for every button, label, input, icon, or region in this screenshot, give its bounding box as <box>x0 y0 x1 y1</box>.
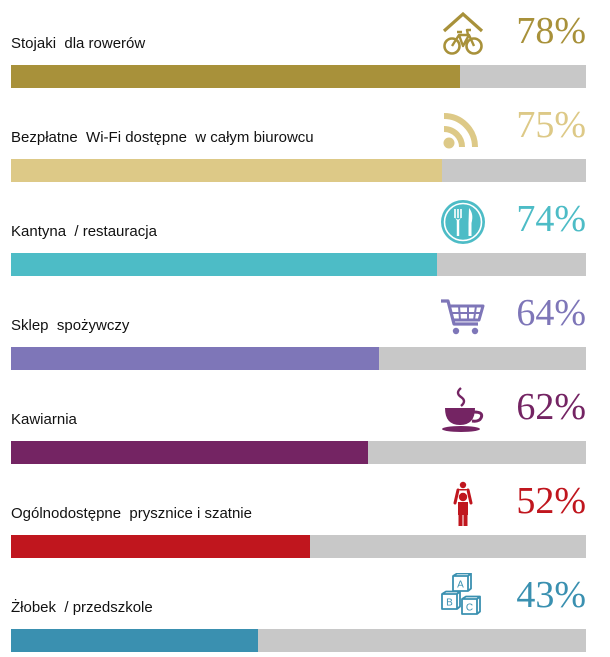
bar-track <box>11 535 586 558</box>
value-label: 43% <box>516 574 586 616</box>
bar-track <box>11 65 586 88</box>
category-label: Stojaki dla rowerów <box>11 35 146 52</box>
value-label: 62% <box>516 386 586 428</box>
chart-row: Kantyna / restauracja 74% <box>0 189 610 281</box>
category-label: Kawiarnia <box>11 411 77 428</box>
category-label: Ogólnodostępne prysznice i szatnie <box>11 505 252 522</box>
bar-track <box>11 441 586 464</box>
bar-track <box>11 253 586 276</box>
chart-row: Kawiarnia 62% <box>0 377 610 469</box>
bar-track <box>11 347 586 370</box>
svg-text:A: A <box>457 580 464 591</box>
category-label: Bezpłatne Wi-Fi dostępne w całym biurowc… <box>11 129 314 146</box>
value-label: 52% <box>516 480 586 522</box>
shopping-cart-icon <box>438 291 488 341</box>
fork-knife-icon <box>438 197 488 247</box>
bar <box>11 65 460 88</box>
category-label: Sklep spożywczy <box>11 317 130 334</box>
bar <box>11 441 368 464</box>
bar <box>11 253 437 276</box>
bar-track <box>11 629 586 652</box>
value-label: 64% <box>516 292 586 334</box>
chart-row: Stojaki dla rowerów 78% <box>0 1 610 93</box>
value-label: 75% <box>516 104 586 146</box>
value-label: 74% <box>516 198 586 240</box>
bicycle-house-icon <box>438 9 488 59</box>
bar-track <box>11 159 586 182</box>
chart-row: Sklep spożywczy 64% <box>0 283 610 375</box>
wifi-icon <box>438 103 488 153</box>
shower-icon <box>438 479 488 529</box>
bar <box>11 347 379 370</box>
chart-row: Żłobek / przedszkole A B C 43% <box>0 565 610 657</box>
bar <box>11 629 258 652</box>
svg-text:B: B <box>446 598 453 609</box>
chart-row: Ogólnodostępne prysznice i szatnie 52% <box>0 471 610 563</box>
bar <box>11 159 442 182</box>
category-label: Żłobek / przedszkole <box>11 599 153 616</box>
svg-text:C: C <box>466 603 473 614</box>
coffee-cup-icon <box>438 385 488 435</box>
chart-row: Bezpłatne Wi-Fi dostępne w całym biurowc… <box>0 95 610 187</box>
category-label: Kantyna / restauracja <box>11 223 157 240</box>
bar <box>11 535 310 558</box>
value-label: 78% <box>516 10 586 52</box>
abc-blocks-icon: A B C <box>438 573 488 623</box>
